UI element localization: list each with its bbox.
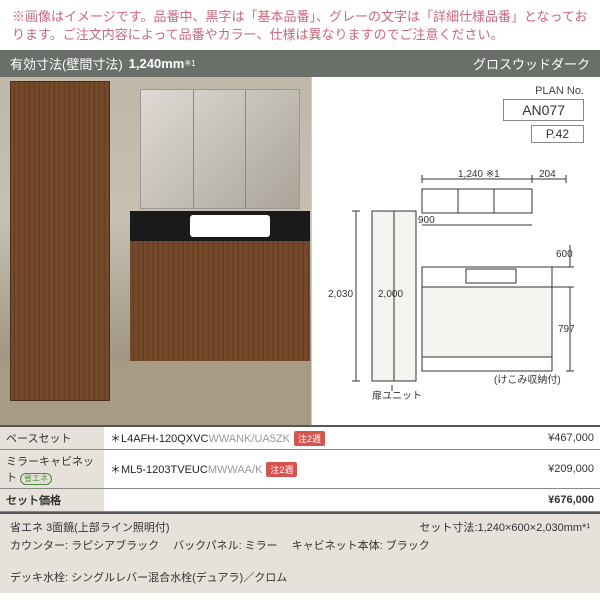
dim-h-side: 2,000 — [378, 289, 403, 300]
dimension-value: 1,240mm — [129, 56, 185, 71]
row-price: ¥209,000 — [510, 450, 600, 489]
row-price: ¥467,000 — [510, 426, 600, 450]
spec-table: ベースセット＊L4AFH-120QXVCWWANK/UA5ZK注2週¥467,0… — [0, 425, 600, 512]
eco-badge-icon: 省エネ — [20, 473, 52, 485]
row-label: ミラーキャビネット省エネ — [0, 450, 104, 489]
set-dimensions: セット寸法:1,240×600×2,030mm*¹ — [419, 520, 590, 538]
dim-d-top: 204 — [539, 169, 556, 180]
lead-time-badge: 注2週 — [294, 431, 325, 446]
spec-item: バックパネル: ミラー — [173, 538, 278, 556]
header-bar: 有効寸法(壁間寸法) 1,240mm ※1 グロスウッドダーク — [0, 50, 600, 77]
table-row: セット価格 ¥676,000 — [0, 489, 600, 512]
spec-item: キャビネット本体: ブラック — [292, 538, 430, 556]
dim-h-total: 2,030 — [328, 289, 353, 300]
plan-box: PLAN No. AN077 P.42 — [503, 85, 584, 143]
mirror-spec: 省エネ 3面鏡(上部ライン照明付) — [10, 520, 170, 538]
row-label: セット価格 — [0, 489, 104, 512]
row-code: ＊ML5-1203TVEUCMWWAA/K注2週 — [104, 450, 510, 489]
plan-label: PLAN No. — [503, 85, 584, 97]
caution-note: ※画像はイメージです。品番中、黒字は「基本品番」、グレーの文字は「詳細仕様品番」… — [0, 0, 600, 50]
dim-w-cab: 900 — [418, 215, 435, 226]
page-ref: P.42 — [531, 125, 584, 143]
dimension-sup: ※1 — [184, 59, 195, 68]
spec-item: デッキ水栓: シングルレバー混合水栓(デュアラ)／クロム — [10, 570, 287, 588]
dim-h-counter: 797 — [558, 324, 575, 335]
dim-w-total: 1,240 ※1 — [458, 169, 500, 180]
row-label: ベースセット — [0, 426, 104, 450]
dimension-diagram: 1,240 ※1 204 900 600 — [326, 167, 588, 417]
row-price: ¥676,000 — [510, 489, 600, 512]
table-row: ベースセット＊L4AFH-120QXVCWWANK/UA5ZK注2週¥467,0… — [0, 426, 600, 450]
right-pane: PLAN No. AN077 P.42 1,240 ※1 204 — [312, 77, 600, 425]
lead-time-badge: 注2週 — [266, 462, 297, 477]
dimension-label: 有効寸法(壁間寸法) — [10, 54, 123, 73]
row-code: ＊L4AFH-120QXVCWWANK/UA5ZK注2週 — [104, 426, 510, 450]
main-row: PLAN No. AN077 P.42 1,240 ※1 204 — [0, 77, 600, 425]
eco-badge-icon: 省エネ — [10, 522, 43, 534]
spec-table-area: ベースセット＊L4AFH-120QXVCWWANK/UA5ZK注2週¥467,0… — [0, 425, 600, 512]
door-unit-label: 扉ユニット — [372, 389, 422, 402]
product-photo — [0, 77, 312, 425]
kekomi-label: (けこみ収納付) — [494, 373, 561, 386]
finish-name: グロスウッドダーク — [473, 54, 590, 73]
plan-number: AN077 — [503, 99, 584, 121]
spec-item: カウンター: ラピシアブラック — [10, 538, 159, 556]
dim-d-counter: 600 — [556, 249, 573, 260]
table-row: ミラーキャビネット省エネ＊ML5-1203TVEUCMWWAA/K注2週¥209… — [0, 450, 600, 489]
bottom-specs: 省エネ 3面鏡(上部ライン照明付) セット寸法:1,240×600×2,030m… — [0, 512, 600, 593]
row-code — [104, 489, 510, 512]
